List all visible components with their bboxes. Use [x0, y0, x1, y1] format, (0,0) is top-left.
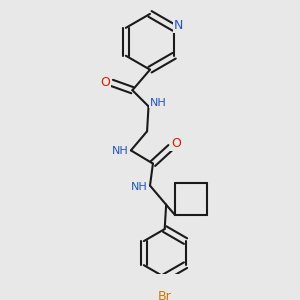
Text: O: O [100, 76, 110, 88]
Text: NH: NH [130, 182, 147, 191]
Text: NH: NH [150, 98, 166, 108]
Text: NH: NH [111, 146, 128, 156]
Text: Br: Br [158, 290, 172, 300]
Text: N: N [173, 19, 183, 32]
Text: O: O [171, 137, 181, 150]
